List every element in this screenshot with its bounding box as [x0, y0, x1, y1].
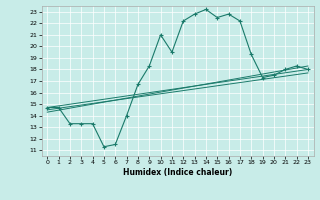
- X-axis label: Humidex (Indice chaleur): Humidex (Indice chaleur): [123, 168, 232, 177]
